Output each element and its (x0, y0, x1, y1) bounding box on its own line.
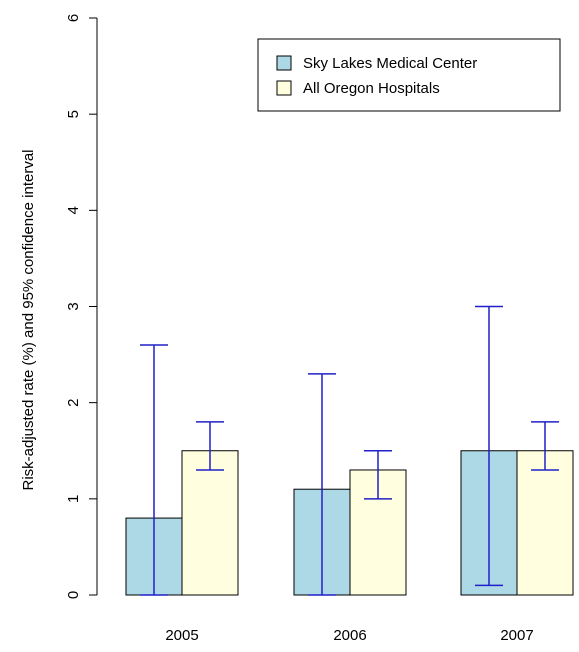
y-tick-label: 2 (65, 398, 82, 406)
error-bar-all-oregon-2005 (196, 421, 224, 471)
y-axis-title: Risk-adjusted rate (%) and 95% confidenc… (20, 149, 37, 490)
error-bar-all-oregon-2007 (531, 421, 559, 471)
legend-swatch-all-oregon (276, 80, 292, 96)
legend-label-all-oregon: All Oregon Hospitals (303, 80, 440, 97)
x-tick-label-2005: 2005 (165, 627, 198, 644)
error-bar-sky-lakes-2007 (475, 305, 503, 587)
error-bar-sky-lakes-2006 (308, 373, 336, 596)
legend-swatch-sky-lakes (276, 55, 292, 71)
x-axis-labels: 2005 2006 2007 (165, 627, 533, 644)
bars (125, 450, 574, 596)
error-bar-sky-lakes-2005 (140, 344, 168, 596)
legend: Sky Lakes Medical Center All Oregon Hosp… (257, 38, 561, 112)
y-tick-label: 4 (65, 206, 82, 214)
y-tick-label: 3 (65, 302, 82, 310)
bar-all-oregon-2005 (181, 450, 239, 596)
legend-label-sky-lakes: Sky Lakes Medical Center (303, 55, 477, 72)
error-bar-all-oregon-2006 (364, 450, 392, 500)
bar-all-oregon-2007 (516, 450, 574, 596)
y-tick-label: 0 (65, 591, 82, 599)
x-tick-label-2006: 2006 (333, 627, 366, 644)
x-tick-label-2007: 2007 (500, 627, 533, 644)
error-bars (140, 305, 559, 596)
y-tick-label: 6 (65, 14, 82, 22)
y-tick-label: 5 (65, 110, 82, 118)
legend-box (257, 38, 561, 112)
y-tick-label: 1 (65, 495, 82, 503)
y-axis: 0 1 2 3 4 5 6 (65, 14, 98, 599)
